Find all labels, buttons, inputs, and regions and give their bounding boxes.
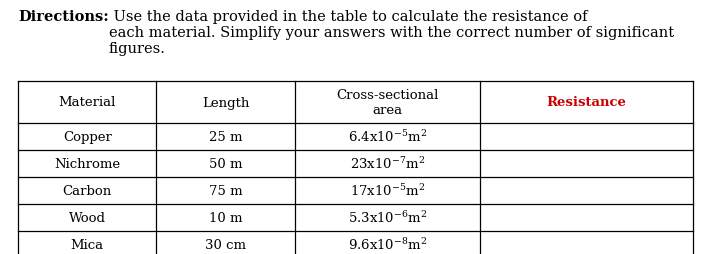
Text: Length: Length (202, 96, 250, 109)
Text: Resistance: Resistance (547, 96, 626, 109)
Text: Use the data provided in the table to calculate the resistance of
each material.: Use the data provided in the table to ca… (109, 10, 674, 56)
Text: Mica: Mica (70, 238, 104, 251)
Text: 75 m: 75 m (209, 184, 242, 197)
Text: 10 m: 10 m (209, 211, 242, 224)
Text: Copper: Copper (63, 131, 112, 144)
Text: 30 cm: 30 cm (205, 238, 246, 251)
Text: Directions:: Directions: (18, 10, 109, 24)
Text: Nichrome: Nichrome (54, 157, 120, 170)
Text: 17x10$^{-5}$m$^2$: 17x10$^{-5}$m$^2$ (350, 183, 425, 199)
Text: 5.3x10$^{-6}$m$^2$: 5.3x10$^{-6}$m$^2$ (348, 210, 427, 226)
Text: 6.4x10$^{-5}$m$^2$: 6.4x10$^{-5}$m$^2$ (348, 129, 427, 145)
Text: Wood: Wood (69, 211, 106, 224)
Text: 23x10$^{-7}$m$^2$: 23x10$^{-7}$m$^2$ (350, 156, 425, 172)
Text: Cross-sectional
area: Cross-sectional area (336, 89, 439, 117)
Text: 25 m: 25 m (209, 131, 242, 144)
Text: Carbon: Carbon (63, 184, 112, 197)
Text: 50 m: 50 m (209, 157, 242, 170)
Text: Material: Material (58, 96, 116, 109)
Text: 9.6x10$^{-8}$m$^2$: 9.6x10$^{-8}$m$^2$ (348, 237, 427, 252)
